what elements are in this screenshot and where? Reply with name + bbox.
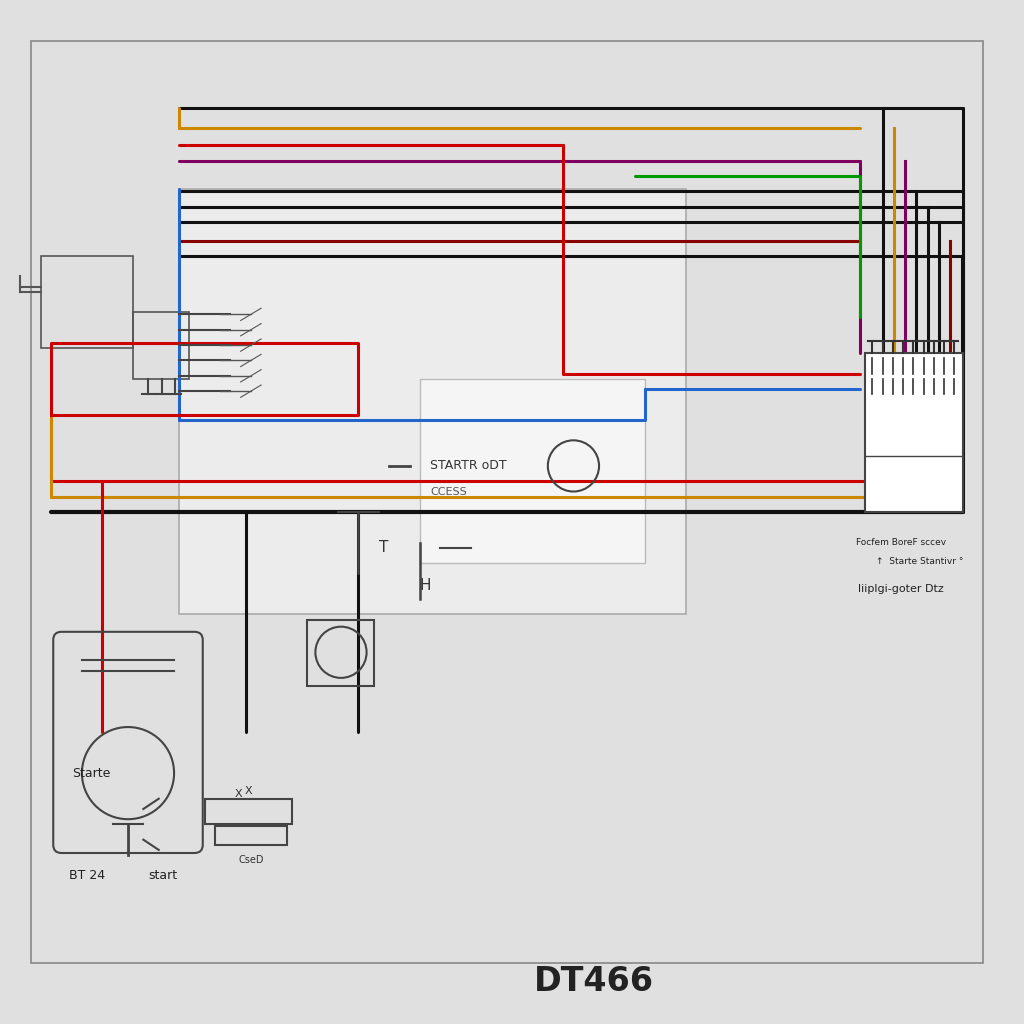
Bar bbox=[205, 799, 292, 824]
Bar bbox=[420, 379, 645, 563]
Text: X: X bbox=[245, 785, 253, 796]
Bar bbox=[865, 353, 963, 512]
Text: STARTR oDT: STARTR oDT bbox=[430, 460, 507, 472]
Text: ↑  Starte Stantivr °: ↑ Starte Stantivr ° bbox=[876, 557, 963, 565]
Text: T: T bbox=[379, 541, 388, 555]
Text: X: X bbox=[234, 788, 243, 799]
Bar bbox=[179, 189, 686, 614]
Text: H: H bbox=[420, 579, 431, 593]
Text: DT466: DT466 bbox=[534, 966, 654, 998]
Text: BT 24: BT 24 bbox=[69, 869, 104, 882]
Bar bbox=[41, 256, 133, 348]
Text: Starte: Starte bbox=[72, 767, 110, 779]
Text: CCESS: CCESS bbox=[430, 486, 467, 497]
Text: CseD: CseD bbox=[239, 855, 263, 865]
Bar bbox=[133, 312, 189, 379]
Text: liiplgi-goter Dtz: liiplgi-goter Dtz bbox=[858, 584, 944, 594]
Bar bbox=[215, 826, 287, 845]
Text: start: start bbox=[148, 869, 177, 882]
Text: Focfem BoreF sccev: Focfem BoreF sccev bbox=[856, 539, 946, 547]
Bar bbox=[307, 620, 374, 686]
